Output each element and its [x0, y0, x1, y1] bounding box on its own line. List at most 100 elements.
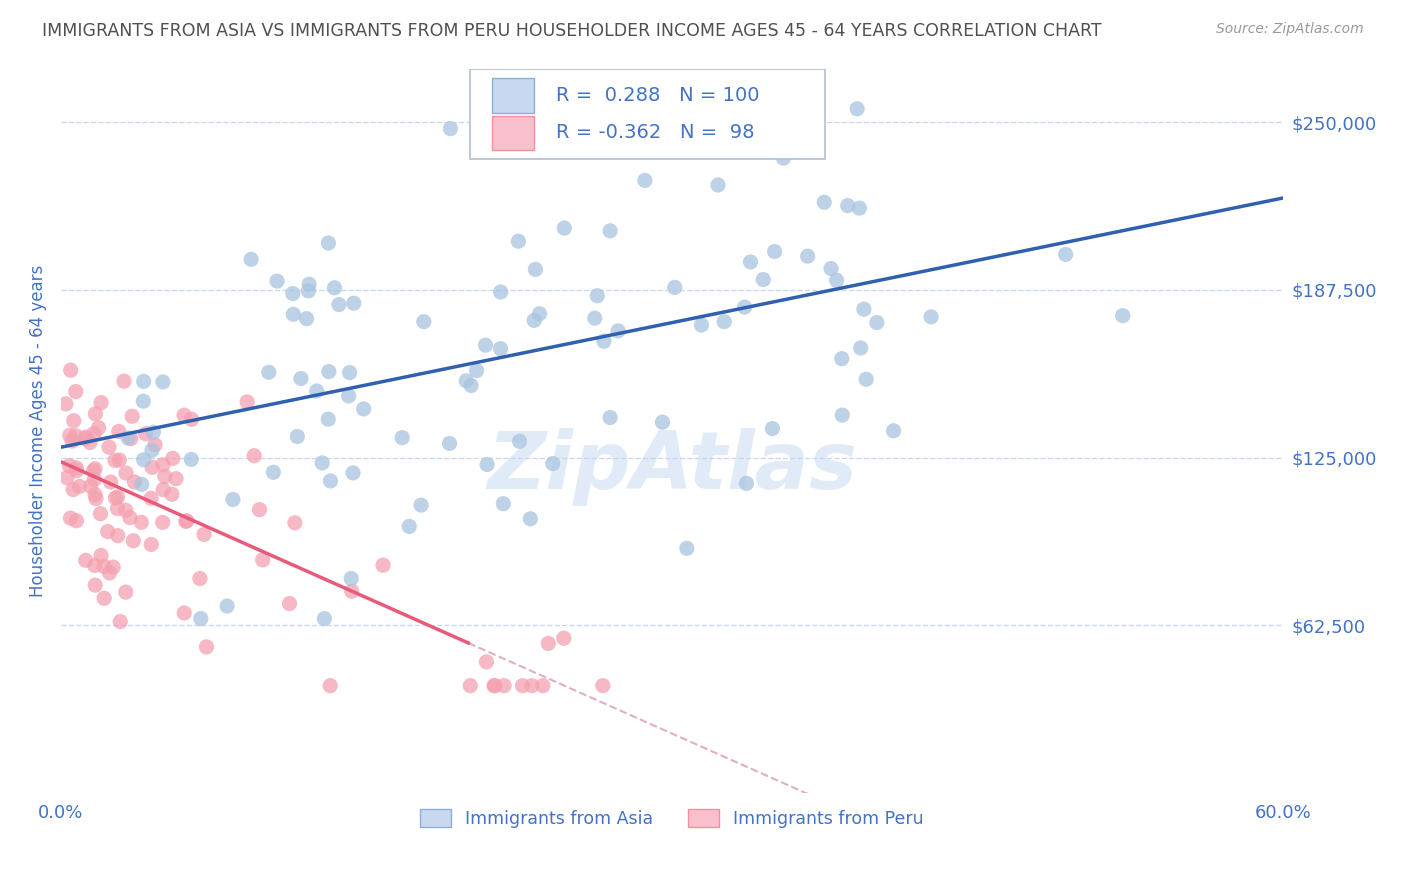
Point — [122, 533, 145, 548]
Point — [141, 460, 163, 475]
Point — [524, 262, 547, 277]
Point — [84, 578, 107, 592]
Point — [104, 453, 127, 467]
Point — [75, 432, 97, 446]
Point — [83, 464, 105, 478]
Point — [115, 466, 138, 480]
Point — [537, 636, 560, 650]
Point — [519, 512, 541, 526]
Point — [1054, 247, 1077, 261]
Point — [512, 679, 534, 693]
Point — [97, 524, 120, 539]
Point — [110, 615, 132, 629]
Point — [319, 474, 342, 488]
Point — [690, 318, 713, 332]
Point — [129, 516, 152, 530]
Point — [107, 529, 129, 543]
Point — [124, 475, 146, 489]
Point — [651, 415, 673, 429]
Point — [62, 414, 84, 428]
Point — [132, 453, 155, 467]
Point — [740, 255, 762, 269]
Point — [84, 488, 107, 502]
Point — [56, 470, 79, 484]
Point — [139, 491, 162, 506]
Point — [180, 452, 202, 467]
Point — [262, 465, 284, 479]
Point — [190, 611, 212, 625]
Point — [295, 311, 318, 326]
Point — [465, 363, 488, 377]
Point — [59, 363, 82, 377]
FancyBboxPatch shape — [471, 69, 825, 159]
Point — [676, 541, 699, 556]
Point — [152, 483, 174, 497]
Point — [160, 487, 183, 501]
Point — [236, 395, 259, 409]
Point — [846, 102, 869, 116]
Point — [742, 121, 765, 136]
Point — [84, 491, 107, 506]
Point — [188, 572, 211, 586]
Point — [285, 429, 308, 443]
Text: R = -0.362   N =  98: R = -0.362 N = 98 — [555, 123, 755, 143]
Point — [553, 631, 575, 645]
Point — [176, 514, 198, 528]
Point — [586, 289, 609, 303]
Point — [162, 451, 184, 466]
Point — [855, 372, 877, 386]
Point — [353, 401, 375, 416]
Point — [65, 514, 87, 528]
Point — [135, 426, 157, 441]
Point — [314, 611, 336, 625]
Point — [114, 585, 136, 599]
Point — [79, 435, 101, 450]
Point — [107, 490, 129, 504]
Point — [98, 566, 121, 580]
Point — [592, 679, 614, 693]
Point — [492, 679, 515, 693]
Point — [813, 195, 835, 210]
Point — [83, 472, 105, 486]
Point — [866, 316, 889, 330]
Point — [849, 341, 872, 355]
Text: R =  0.288   N = 100: R = 0.288 N = 100 — [555, 86, 759, 105]
Text: Source: ZipAtlas.com: Source: ZipAtlas.com — [1216, 22, 1364, 37]
Point — [84, 407, 107, 421]
Point — [83, 558, 105, 573]
Point — [283, 307, 305, 321]
Point — [311, 456, 333, 470]
Point — [482, 679, 505, 693]
Point — [553, 221, 575, 235]
Point — [340, 584, 363, 599]
Point — [475, 458, 498, 472]
Point — [141, 443, 163, 458]
Legend: Immigrants from Asia, Immigrants from Peru: Immigrants from Asia, Immigrants from Pe… — [413, 803, 931, 835]
Point — [152, 458, 174, 472]
Point — [831, 408, 853, 422]
Point — [107, 425, 129, 439]
Point — [664, 280, 686, 294]
Point — [65, 428, 87, 442]
Point — [59, 428, 82, 442]
Point — [398, 519, 420, 533]
Point — [58, 458, 80, 473]
Point — [114, 503, 136, 517]
Point — [297, 284, 319, 298]
Point — [752, 272, 775, 286]
Point — [531, 679, 554, 693]
Point — [75, 553, 97, 567]
Point — [62, 483, 84, 497]
Point — [508, 434, 530, 449]
Point — [90, 395, 112, 409]
Y-axis label: Householder Income Ages 45 - 64 years: Householder Income Ages 45 - 64 years — [30, 265, 46, 597]
Point — [439, 436, 461, 450]
Point — [713, 315, 735, 329]
Point — [337, 389, 360, 403]
Point — [65, 464, 87, 478]
Point — [342, 466, 364, 480]
Point — [105, 501, 128, 516]
Point — [117, 431, 139, 445]
Point — [195, 640, 218, 654]
Point — [634, 173, 657, 187]
